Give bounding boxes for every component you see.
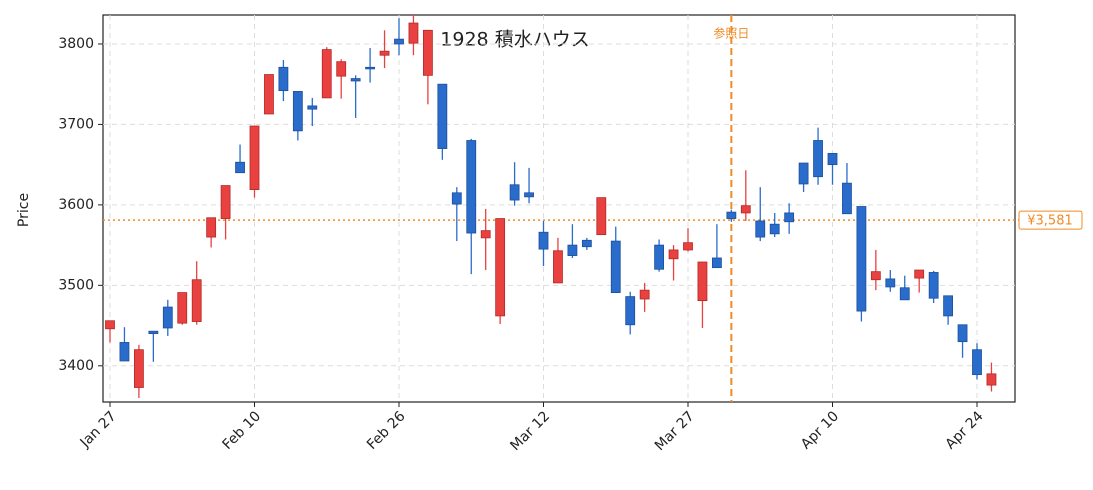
plot-frame: [102, 14, 1016, 403]
candle-body: [495, 218, 506, 317]
candle-body: [206, 217, 217, 238]
y-tick-label: 3600: [58, 197, 94, 213]
price-label-box: [1018, 210, 1083, 230]
y-tick-label: 3800: [58, 36, 94, 52]
candle-body: [769, 223, 780, 235]
candle-body: [437, 83, 448, 149]
candle-body: [755, 220, 766, 238]
x-tick-label: Mar 12: [507, 408, 553, 454]
x-tick-label: Apr 24: [942, 408, 986, 452]
candle-body: [148, 330, 159, 335]
candle-body: [784, 212, 795, 223]
candle-body: [177, 292, 188, 324]
y-tick-label: 3400: [58, 358, 94, 374]
candle-body: [972, 349, 982, 376]
candle-body: [105, 320, 115, 330]
y-tick-label: 3700: [58, 116, 94, 132]
candle-body: [986, 373, 997, 386]
x-tick-label: Apr 10: [798, 408, 842, 452]
candle-body: [957, 324, 968, 343]
candle-body: [740, 205, 751, 214]
y-axis-label: Price: [16, 193, 32, 227]
price-label: ¥3,581: [1027, 214, 1073, 229]
candle-body: [235, 161, 245, 174]
candle-body: [350, 78, 361, 82]
reference-label: 参照日: [713, 26, 749, 41]
candle-body: [827, 152, 838, 166]
candle-body: [191, 279, 202, 322]
candle-body: [278, 66, 289, 92]
candle-body: [480, 230, 491, 239]
candle-body: [524, 192, 534, 198]
y-tick-label: 3500: [58, 277, 94, 293]
candle-body: [654, 244, 664, 270]
candle-body: [943, 295, 953, 317]
candle-body: [870, 271, 881, 281]
chart-title: 1928 積水ハウス: [440, 29, 589, 51]
candle-body: [307, 105, 318, 110]
candle-body: [928, 272, 939, 299]
x-tick-label: Mar 27: [652, 408, 698, 454]
x-tick-label: Feb 26: [364, 408, 409, 453]
candle-body: [726, 211, 737, 219]
candle-body: [856, 206, 867, 312]
candle-body: [581, 239, 592, 248]
candle-body: [408, 22, 419, 44]
candle-body: [610, 240, 621, 293]
candle-body: [798, 162, 809, 185]
candle-body: [697, 261, 708, 302]
candle-body: [336, 61, 347, 77]
candle-body: [365, 66, 376, 70]
candle-body: [466, 140, 477, 234]
candle-body: [567, 244, 578, 256]
candle-body: [625, 296, 636, 326]
candle-body: [683, 242, 693, 251]
candle-body: [162, 306, 173, 329]
candle-body: [668, 249, 679, 260]
candle-body: [914, 269, 925, 279]
candle-body: [553, 250, 563, 284]
candle-body: [321, 49, 332, 99]
candle-body: [899, 287, 910, 301]
x-tick-label: Jan 27: [77, 408, 120, 451]
candle-body: [639, 289, 650, 300]
candle-body: [712, 257, 722, 269]
candle-body: [538, 231, 549, 250]
candle-body: [220, 185, 231, 219]
candle-body: [133, 349, 144, 388]
candle-body: [264, 74, 274, 115]
candle-body: [394, 38, 404, 45]
candle-body: [885, 278, 896, 288]
candle-body: [379, 50, 390, 56]
candle-body: [119, 342, 130, 362]
x-tick-label: Feb 10: [220, 408, 265, 453]
candle-body: [292, 91, 303, 132]
candle-body: [249, 125, 260, 190]
candle-body: [813, 140, 823, 178]
candle-body: [509, 184, 520, 201]
candle-body: [422, 29, 433, 76]
candle-body: [596, 197, 607, 236]
candle-body: [451, 192, 462, 205]
candle-body: [842, 182, 852, 215]
